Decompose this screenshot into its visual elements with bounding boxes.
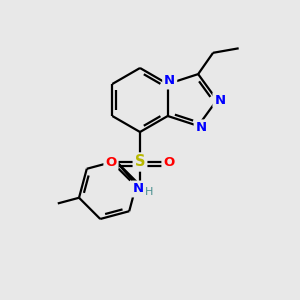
Text: N: N [132,182,144,196]
Text: O: O [164,155,175,169]
Text: N: N [164,74,175,88]
Text: N: N [214,94,226,106]
Text: O: O [105,155,117,169]
Text: N: N [196,122,207,134]
Text: H: H [145,187,153,197]
Text: S: S [135,154,145,169]
